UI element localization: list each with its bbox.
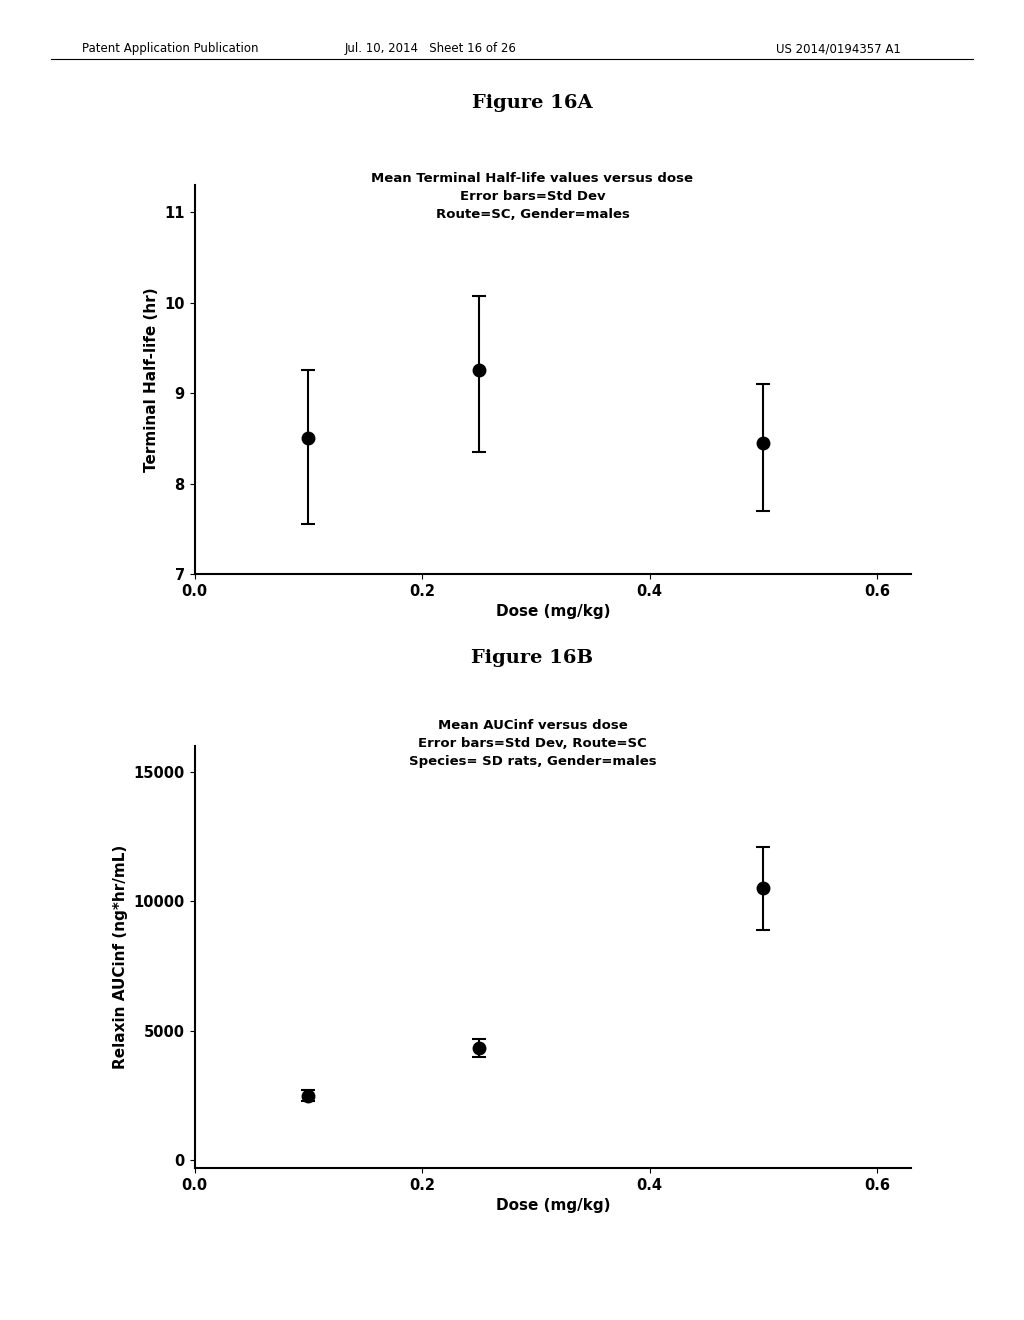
Y-axis label: Relaxin AUCinf (ng*hr/mL): Relaxin AUCinf (ng*hr/mL) — [113, 845, 128, 1069]
Text: Figure 16A: Figure 16A — [472, 94, 593, 112]
Text: Mean Terminal Half-life values versus dose
Error bars=Std Dev
Route=SC, Gender=m: Mean Terminal Half-life values versus do… — [372, 172, 693, 220]
Text: Mean AUCinf versus dose
Error bars=Std Dev, Route=SC
Species= SD rats, Gender=ma: Mean AUCinf versus dose Error bars=Std D… — [409, 719, 656, 768]
Text: Jul. 10, 2014   Sheet 16 of 26: Jul. 10, 2014 Sheet 16 of 26 — [344, 42, 516, 55]
Text: Patent Application Publication: Patent Application Publication — [82, 42, 258, 55]
X-axis label: Dose (mg/kg): Dose (mg/kg) — [496, 1199, 610, 1213]
Y-axis label: Terminal Half-life (hr): Terminal Half-life (hr) — [143, 288, 159, 471]
X-axis label: Dose (mg/kg): Dose (mg/kg) — [496, 605, 610, 619]
Text: US 2014/0194357 A1: US 2014/0194357 A1 — [776, 42, 901, 55]
Text: Figure 16B: Figure 16B — [471, 648, 594, 667]
